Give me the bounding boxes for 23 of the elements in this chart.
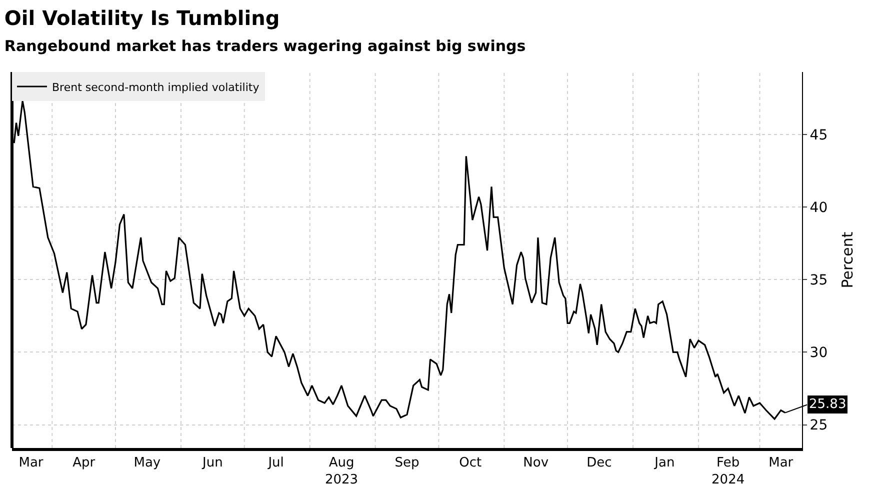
chart-title: Oil Volatility Is Tumbling [4,6,280,30]
annotation: 25.83 [809,397,846,412]
y-tick-label: 25 [810,418,828,434]
x-tick-label: Dec [586,456,612,471]
y-tick-label: 45 [810,127,828,144]
y-tick-label: 40 [810,200,828,216]
x-tick-label: Mar [768,456,794,471]
y-tick-label: 30 [810,345,828,362]
legend-label: Brent second-month implied volatility [52,80,260,94]
x-tick-label: Apr [72,456,96,471]
x-tick-label: Mar [18,456,44,471]
x-tick-label: Aug 2023 [324,456,358,488]
x-tick-label: May [134,456,161,471]
x-tick-label: Oct [459,456,482,471]
y-tick-label: 35 [810,272,828,288]
chart-subtitle: Rangebound market has traders wagering against big swings [4,37,526,55]
x-tick-label: Jan [654,456,675,471]
x-tick-label: Nov [523,456,549,471]
x-tick-label: Sep [394,456,420,471]
x-tick-label: Feb 2024 [712,456,745,488]
x-tick-label: Jul [267,456,284,471]
x-tick-label: Jun [202,456,223,471]
y-axis-title: Percent [838,232,857,288]
